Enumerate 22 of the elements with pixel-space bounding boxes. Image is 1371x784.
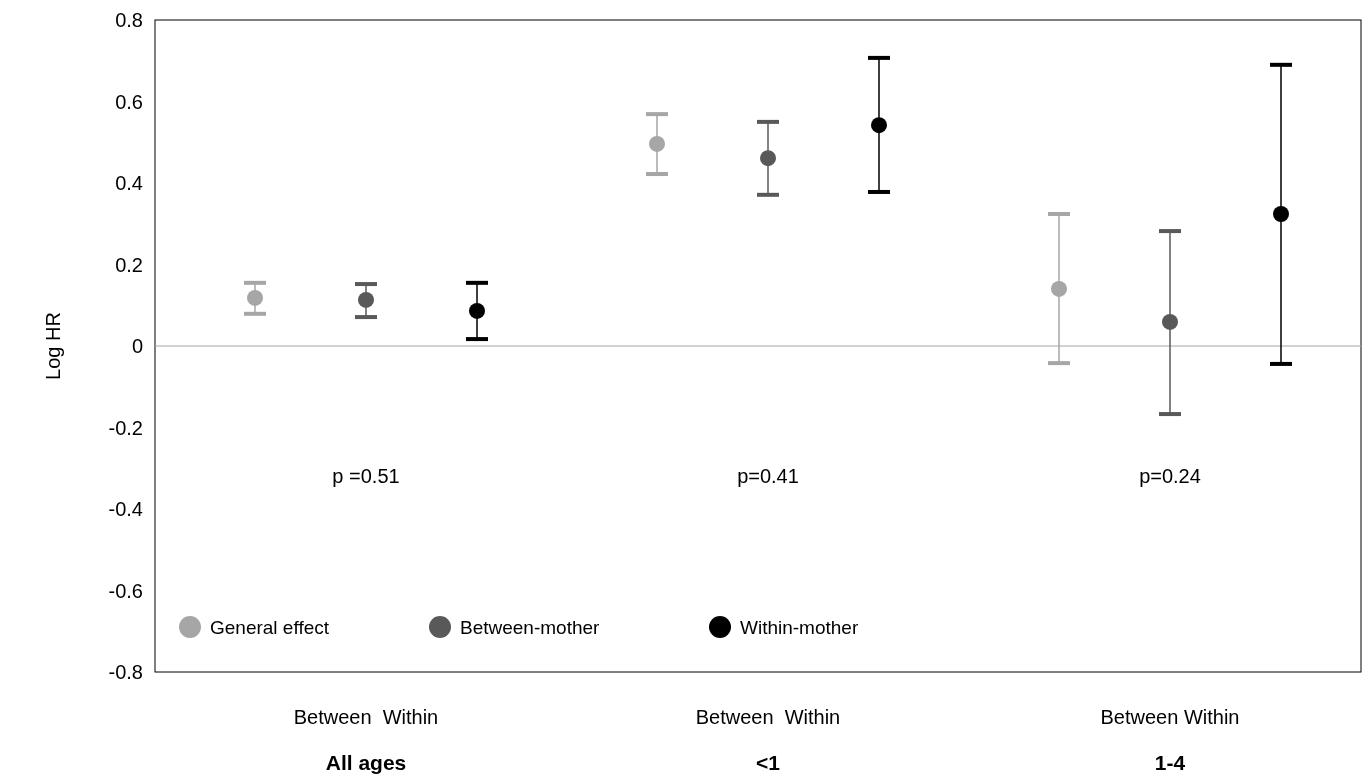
x-tick-label: 1-4	[1154, 751, 1186, 774]
legend-label: Between-mother	[460, 616, 601, 638]
x-tick-label: <1	[756, 751, 781, 774]
text: Between Within	[1100, 706, 1240, 728]
annotation: p=0.41	[737, 465, 799, 488]
y-tick-label: 0.8	[115, 9, 143, 31]
y-tick-label: 0.4	[115, 172, 143, 194]
y-tick-label: -0.6	[108, 579, 143, 602]
annotation: p =0.51	[332, 465, 400, 488]
y-axis-title: Log HR	[42, 312, 64, 380]
text: Between Within	[293, 706, 439, 728]
y-tick-label: 0	[131, 335, 143, 357]
x-tick-label: All ages	[325, 751, 407, 774]
legend-label: Within-mother	[740, 616, 859, 638]
y-tick-label: -0.2	[108, 416, 143, 439]
text: Between Within	[695, 706, 841, 728]
y-tick-label: -0.4	[108, 498, 143, 520]
y-tick-label: -0.8	[108, 661, 143, 683]
legend-label: General effect	[210, 616, 330, 638]
y-tick-label: 0.2	[115, 253, 143, 276]
y-tick-label: 0.6	[115, 90, 143, 113]
annotation: p=0.24	[1139, 465, 1201, 488]
